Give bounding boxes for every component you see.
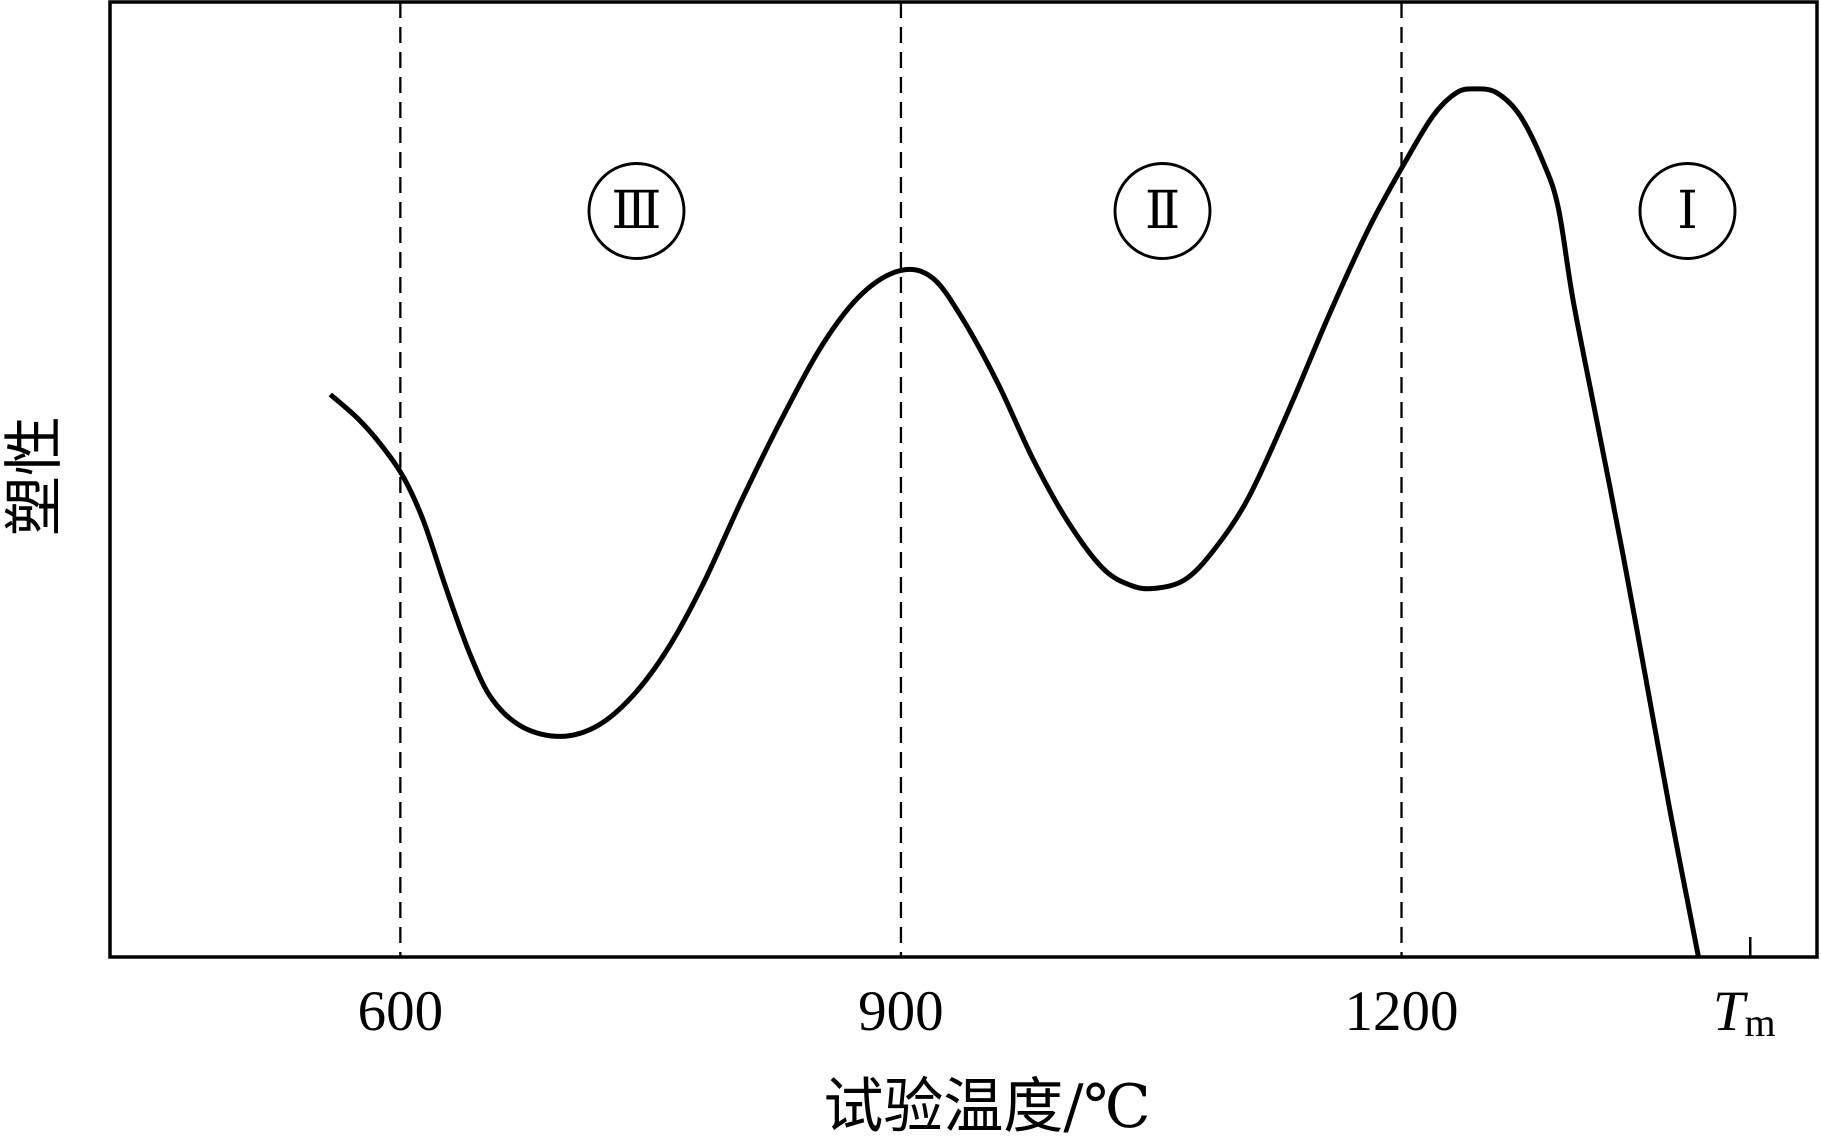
region-marker-i: Ⅰ	[1638, 162, 1737, 260]
plot-frame	[108, 0, 1819, 959]
x-tick-label-600: 600	[358, 980, 444, 1043]
x-axis-label: 试验温度/℃	[823, 1072, 1150, 1142]
region-label-iii: Ⅲ	[611, 181, 661, 241]
region-circle-ii	[1113, 162, 1212, 260]
x-tick-label-900: 900	[858, 980, 944, 1043]
region-marker-ii: Ⅱ	[1113, 162, 1212, 260]
region-marker-iii: Ⅲ	[587, 162, 686, 260]
region-label-ii: Ⅱ	[1145, 181, 1180, 241]
y-axis-label: 塑性	[0, 416, 70, 536]
region-label-i: Ⅰ	[1677, 181, 1698, 241]
region-circle-iii	[587, 162, 686, 260]
reference-lines	[399, 2, 1403, 957]
x-tick-label-tm-main: T	[1713, 980, 1749, 1043]
x-tick-label-1200: 1200	[1345, 980, 1459, 1043]
series-line	[328, 86, 1701, 958]
region-circle-i	[1638, 162, 1737, 260]
x-tick-label-tm: Tm	[1713, 980, 1776, 1045]
x-tick-label-tm-sub: m	[1745, 1000, 1776, 1045]
